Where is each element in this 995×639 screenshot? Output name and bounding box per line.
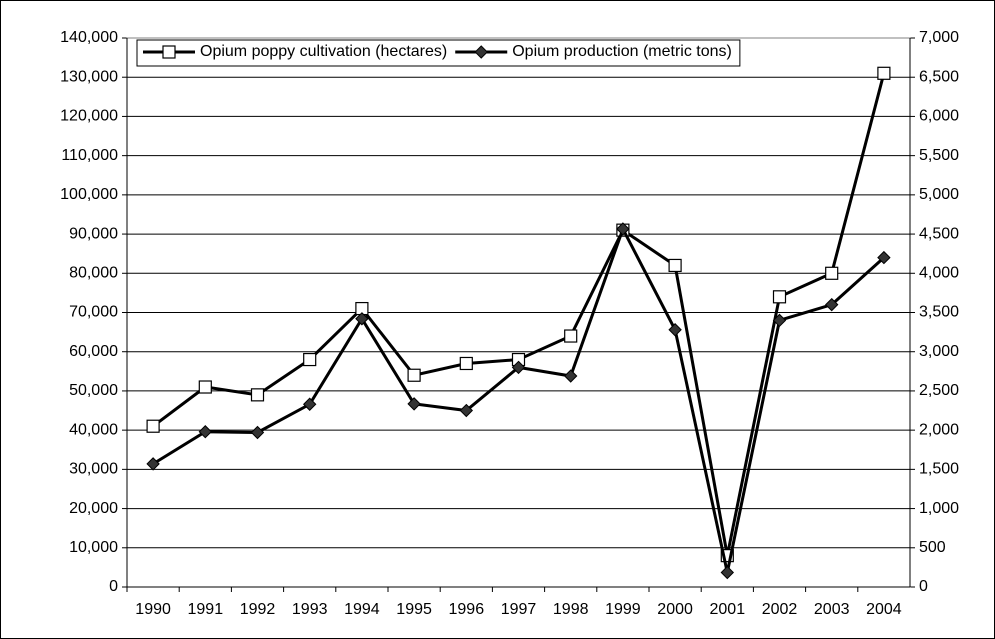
y-tick-label: 120,000 <box>60 108 118 125</box>
marker <box>668 323 682 337</box>
y-tick-label: 140,000 <box>60 29 118 46</box>
marker <box>407 368 421 382</box>
y-tick-label: 130,000 <box>60 68 118 85</box>
y-tick-label: 0 <box>109 578 118 595</box>
y2-tick-label: 500 <box>919 539 946 556</box>
x-tick-label: 1994 <box>344 601 380 618</box>
y-tick-label: 60,000 <box>69 343 118 360</box>
y2-tick-label: 2,500 <box>919 382 959 399</box>
marker <box>198 380 212 394</box>
x-tick-label: 1991 <box>188 601 224 618</box>
y2-tick-label: 4,000 <box>919 265 959 282</box>
y2-tick-label: 1,500 <box>919 461 959 478</box>
legend-box <box>136 39 741 67</box>
y2-tick-label: 1,000 <box>919 500 959 517</box>
marker <box>303 352 317 367</box>
y2-tick-label: 3,500 <box>919 304 959 321</box>
marker <box>824 297 839 312</box>
x-tick-label: 1992 <box>240 601 276 618</box>
legend-label: Opium poppy cultivation (hectares) <box>200 43 447 60</box>
y-tick-label: 10,000 <box>69 539 118 556</box>
marker <box>772 313 787 328</box>
y2-tick-label: 5,000 <box>919 186 959 203</box>
x-tick-label: 1995 <box>396 601 432 618</box>
marker <box>564 329 578 343</box>
x-tick-label: 2003 <box>814 601 850 618</box>
x-tick-label: 1997 <box>501 601 537 618</box>
y-tick-label: 40,000 <box>69 421 118 438</box>
y2-tick-label: 5,500 <box>919 147 959 164</box>
marker <box>772 290 787 304</box>
y-tick-label: 50,000 <box>69 382 118 399</box>
marker <box>877 66 891 80</box>
y-tick-label: 20,000 <box>69 500 118 517</box>
legend-label: Opium production (metric tons) <box>512 43 732 60</box>
y-tick-label: 80,000 <box>69 265 118 282</box>
x-tick-label: 1998 <box>553 601 589 618</box>
y2-tick-label: 3,000 <box>919 343 959 360</box>
marker <box>250 425 265 440</box>
marker <box>146 457 160 471</box>
y-tick-label: 110,000 <box>61 147 118 164</box>
marker <box>877 250 891 265</box>
marker <box>146 419 160 433</box>
marker <box>198 425 213 439</box>
x-tick-label: 1990 <box>135 601 171 618</box>
x-tick-label: 2004 <box>866 601 902 618</box>
y2-tick-label: 2,000 <box>919 421 959 438</box>
y2-tick-label: 7,000 <box>919 29 959 46</box>
marker <box>250 388 265 402</box>
marker <box>355 312 369 326</box>
marker <box>825 266 839 280</box>
legend-marker <box>474 45 488 59</box>
legend-marker <box>162 45 176 59</box>
marker <box>459 356 473 371</box>
y2-tick-label: 4,500 <box>919 225 959 242</box>
marker <box>407 397 421 411</box>
marker <box>720 565 735 580</box>
marker <box>459 403 474 418</box>
y2-tick-label: 0 <box>919 578 928 595</box>
x-tick-label: 2001 <box>710 601 746 618</box>
y-tick-label: 90,000 <box>69 225 118 242</box>
x-tick-label: 1999 <box>605 601 641 618</box>
y2-tick-label: 6,500 <box>919 68 959 85</box>
x-tick-label: 1993 <box>292 601 328 618</box>
y-tick-label: 100,000 <box>60 186 118 203</box>
x-tick-label: 2002 <box>762 601 798 618</box>
marker <box>668 258 682 273</box>
y-tick-label: 70,000 <box>69 304 118 321</box>
y-tick-label: 30,000 <box>69 461 118 478</box>
marker <box>511 360 526 375</box>
x-tick-label: 2000 <box>657 601 693 618</box>
marker <box>616 222 630 236</box>
marker <box>563 369 578 383</box>
marker <box>302 397 317 411</box>
x-tick-label: 1996 <box>449 601 485 618</box>
y2-tick-label: 6,000 <box>919 108 959 125</box>
